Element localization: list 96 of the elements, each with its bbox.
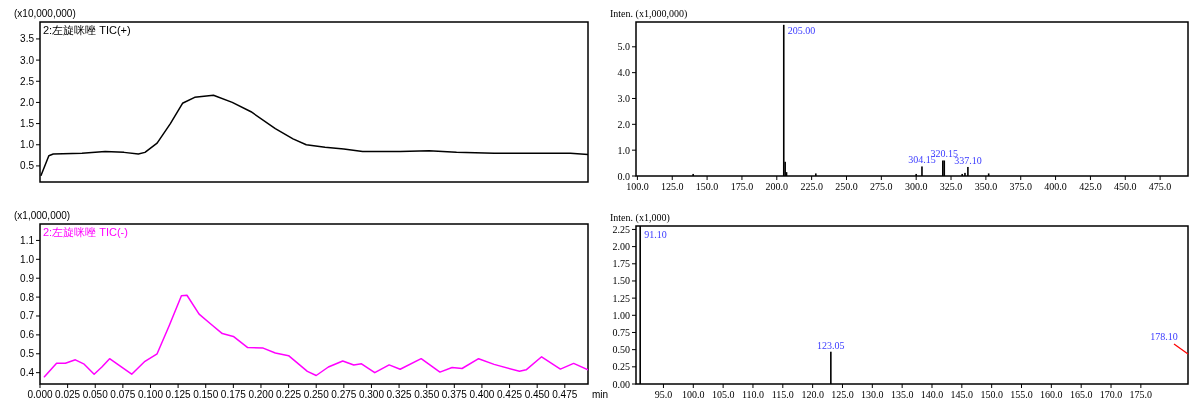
- y-tick-label: 1.75: [612, 258, 630, 270]
- x-tick-label: 0.375: [441, 389, 468, 400]
- y-tick-label: 1.5: [20, 118, 35, 130]
- y-tick-label: 0.7: [20, 310, 35, 322]
- x-tick-label: 0.425: [497, 389, 523, 400]
- y-tick-label: 1.25: [612, 292, 630, 304]
- x-tick-label: 0.225: [276, 389, 302, 400]
- y-tick-label: 0.75: [612, 326, 630, 338]
- x-tick-label: 150.0: [695, 181, 719, 192]
- x-tick-label: 275.0: [870, 181, 893, 192]
- text: 123.05: [817, 339, 845, 351]
- x-tick-label: 95.0: [654, 389, 673, 400]
- x-tick-label: 140.0: [920, 389, 944, 400]
- y-tick-label: 1.00: [612, 309, 630, 321]
- x-tick-label: 225.0: [800, 181, 823, 192]
- x-tick-label: 0.075: [110, 389, 136, 400]
- x-tick-label: 300.0: [904, 181, 928, 192]
- y-axis-title: Inten. (x1,000): [610, 212, 670, 224]
- y-tick-label: 3.0: [20, 54, 35, 66]
- y-tick-label: 0.6: [20, 329, 35, 341]
- y-axis-title: Inten. (x1,000,000): [610, 8, 688, 20]
- y-tick-label: 3.5: [20, 33, 35, 45]
- y-tick-label: 0.9: [20, 272, 35, 284]
- y-tick-label: 4.0: [617, 67, 630, 79]
- x-tick-label: 0.475: [552, 389, 578, 400]
- y-tick-label: 1.50: [612, 275, 630, 287]
- y-tick-label: 5.0: [617, 41, 630, 53]
- x-tick-label: 160.0: [1040, 389, 1063, 400]
- x-tick-label: 475.0: [1148, 181, 1172, 192]
- y-tick-label: 0.4: [20, 367, 35, 379]
- x-tick-label: 200.0: [765, 181, 789, 192]
- chart-title: 2:左旋咪唑 TIC(+): [43, 24, 131, 36]
- x-tick-label: 0.350: [414, 389, 440, 400]
- y-axis-title: (x10,000,000): [14, 8, 76, 19]
- x-tick-label: 425.0: [1079, 181, 1102, 192]
- y-tick-label: 2.25: [612, 223, 630, 235]
- x-tick-label: 350.0: [974, 181, 998, 192]
- x-tick-label: 450.0: [1114, 181, 1137, 192]
- y-tick-label: 2.0: [617, 118, 630, 130]
- x-tick-label: 125.0: [660, 181, 684, 192]
- x-tick-label: 0.200: [248, 389, 274, 400]
- y-tick-label: 0.8: [20, 291, 35, 303]
- x-tick-label: 105.0: [711, 389, 735, 400]
- text: 91.10: [644, 229, 667, 240]
- y-tick-label: 0.25: [612, 361, 630, 373]
- x-tick-label: 130.0: [861, 389, 884, 400]
- y-tick-label: 1.0: [20, 139, 35, 151]
- x-tick-label: 0.175: [220, 389, 247, 400]
- x-tick-label: 165.0: [1069, 389, 1093, 400]
- x-tick-label: 135.0: [890, 389, 914, 400]
- x-tick-label: 100.0: [626, 181, 649, 192]
- x-tick-label: 0.450: [524, 389, 551, 400]
- x-tick-label: 0.125: [165, 389, 192, 400]
- x-tick-label: 0.250: [303, 389, 330, 400]
- y-tick-label: 1.0: [617, 144, 630, 156]
- x-tick-label: 0.300: [358, 389, 385, 400]
- x-tick-label: 150.0: [980, 389, 1003, 400]
- x-tick-label: 0.050: [82, 389, 109, 400]
- text: 205.00: [787, 25, 816, 36]
- y-tick-label: 2.00: [612, 241, 630, 253]
- x-tick-label: 110.0: [741, 389, 765, 400]
- y-tick-label: 0.00: [612, 378, 630, 390]
- x-tick-label: 0.150: [193, 389, 219, 400]
- x-tick-label: 0.000: [27, 389, 53, 400]
- x-tick-label: 0.275: [331, 389, 357, 400]
- x-tick-label: 0.325: [386, 389, 413, 400]
- y-axis-title: (x1,000,000): [14, 210, 71, 221]
- text: 304.15: [908, 154, 936, 166]
- x-axis-title: min: [592, 389, 609, 400]
- y-tick-label: 1.1: [20, 234, 35, 246]
- x-tick-label: 100.0: [682, 389, 705, 400]
- x-tick-label: 0.400: [469, 389, 495, 400]
- x-tick-label: 115.0: [771, 389, 794, 400]
- x-tick-label: 170.0: [1099, 389, 1123, 400]
- x-tick-label: 0.025: [55, 389, 81, 400]
- y-tick-label: 2.0: [20, 96, 35, 108]
- y-tick-label: 0.5: [20, 160, 35, 172]
- x-tick-label: 175.0: [730, 181, 754, 192]
- y-tick-label: 0.5: [20, 348, 35, 360]
- y-tick-label: 3.0: [617, 92, 630, 104]
- annotation: 178.10: [1150, 331, 1178, 342]
- x-tick-label: 325.0: [939, 181, 963, 192]
- x-tick-label: 250.0: [835, 181, 858, 192]
- x-tick-label: 375.0: [1009, 181, 1032, 192]
- x-tick-label: 400.0: [1044, 181, 1067, 192]
- x-tick-label: 125.0: [831, 389, 854, 400]
- x-tick-label: 145.0: [950, 389, 974, 400]
- x-tick-label: 175.0: [1129, 389, 1153, 400]
- y-tick-label: 0.0: [617, 170, 630, 182]
- x-tick-label: 0.100: [137, 389, 164, 400]
- y-tick-label: 0.50: [612, 344, 630, 356]
- y-tick-label: 1.0: [20, 253, 35, 265]
- chart-title: 2:左旋咪唑 TIC(-): [43, 226, 128, 238]
- x-tick-label: 155.0: [1010, 389, 1033, 400]
- y-tick-label: 2.5: [20, 75, 35, 87]
- x-tick-label: 120.0: [801, 389, 824, 400]
